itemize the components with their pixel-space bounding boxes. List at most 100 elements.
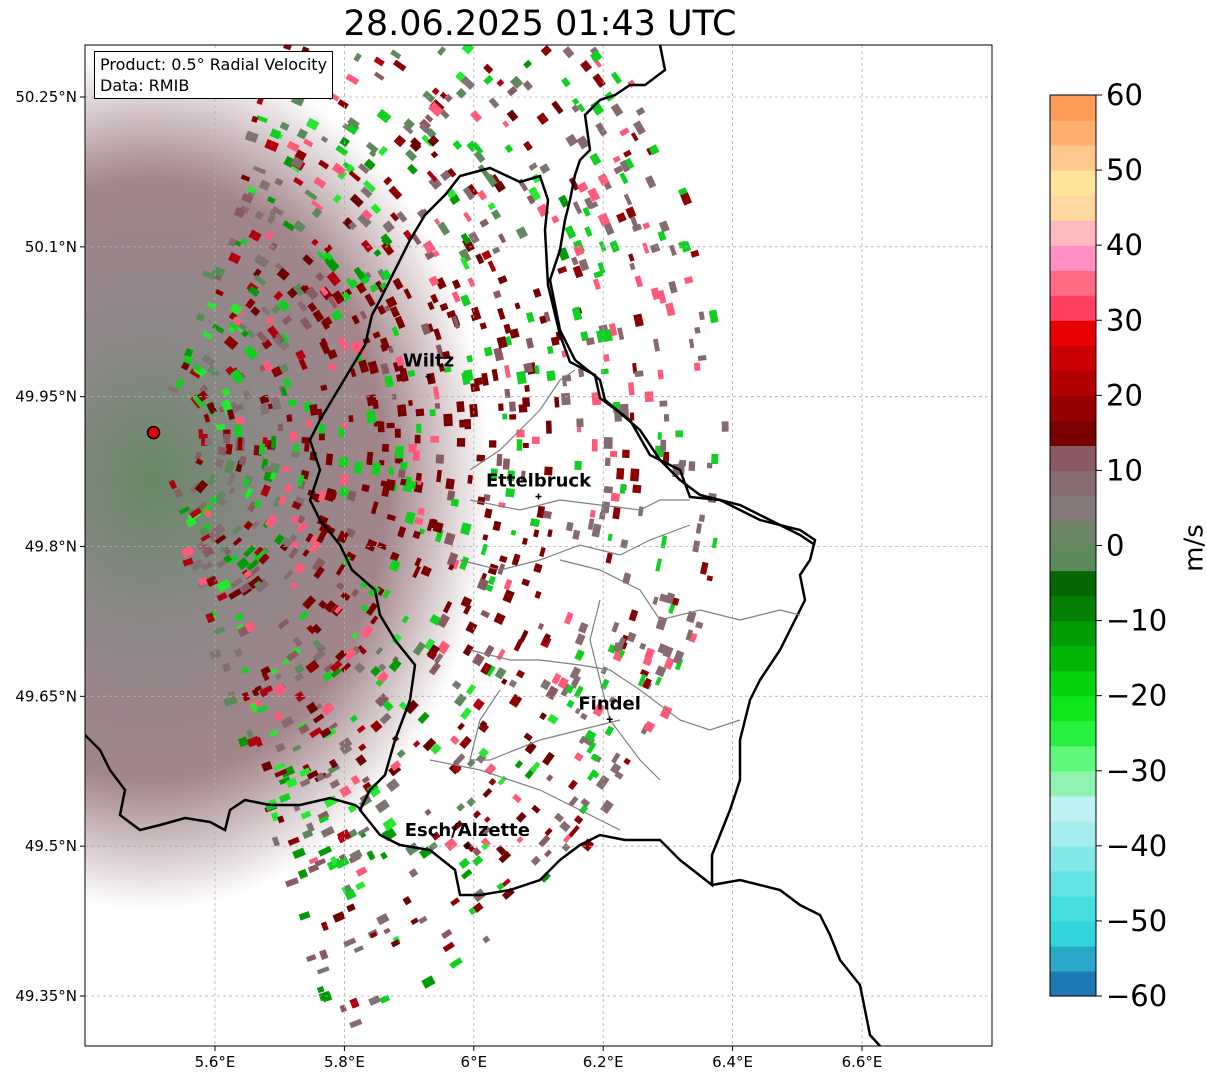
radar-pixel bbox=[336, 530, 349, 544]
radar-pixel bbox=[396, 404, 407, 417]
radar-pixel bbox=[493, 347, 505, 362]
radar-pixel-layer bbox=[167, 45, 729, 1029]
info-box: Product: 0.5° Radial Velocity Data: RMIB bbox=[94, 51, 334, 99]
radar-pixel bbox=[261, 761, 273, 772]
radar-pixel bbox=[617, 327, 625, 341]
radar-pixel bbox=[504, 364, 511, 378]
radar-pixel bbox=[299, 778, 311, 788]
city-marker bbox=[535, 493, 542, 500]
radar-pixel bbox=[600, 368, 609, 375]
radar-pixel bbox=[546, 345, 554, 355]
radar-pixel bbox=[361, 209, 373, 221]
radar-pixel bbox=[294, 672, 305, 682]
colorbar-swatches bbox=[1050, 95, 1096, 997]
radar-pixel bbox=[611, 621, 620, 633]
colorbar-swatch bbox=[1050, 870, 1096, 897]
radar-pixel bbox=[358, 743, 367, 752]
radar-pixel bbox=[455, 87, 467, 99]
colorbar-tick-label: 40 bbox=[1106, 228, 1143, 262]
radar-pixel bbox=[506, 85, 518, 97]
radar-pixel bbox=[665, 592, 676, 605]
radar-pixel bbox=[502, 413, 508, 420]
radar-pixel bbox=[248, 575, 263, 590]
radar-pixel bbox=[487, 575, 496, 586]
radar-pixel bbox=[265, 315, 275, 325]
radar-pixel bbox=[313, 566, 325, 580]
radar-pixel bbox=[299, 316, 313, 331]
radar-pixel bbox=[373, 249, 382, 257]
radar-pixel bbox=[204, 437, 213, 446]
radar-pixel bbox=[686, 610, 697, 624]
radar-pixel bbox=[562, 46, 575, 59]
radar-pixel bbox=[359, 580, 369, 589]
radar-pixel bbox=[683, 275, 694, 285]
radar-pixel bbox=[311, 557, 326, 573]
radar-pixel bbox=[285, 777, 298, 789]
colorbar-swatch bbox=[1050, 470, 1096, 497]
radar-pixel bbox=[335, 144, 349, 157]
radar-pixel bbox=[494, 667, 507, 680]
radar-pixel bbox=[603, 222, 615, 236]
radar-pixel bbox=[350, 368, 357, 378]
radar-pixel bbox=[335, 649, 347, 662]
radar-pixel bbox=[270, 396, 282, 411]
radar-pixel bbox=[557, 266, 568, 275]
radar-pixel bbox=[308, 856, 319, 865]
radar-pixel bbox=[534, 365, 540, 375]
radar-pixel bbox=[483, 494, 491, 502]
radar-pixel bbox=[316, 529, 328, 544]
radar-pixel bbox=[400, 478, 407, 486]
radar-pixel bbox=[560, 392, 571, 406]
radar-pixel bbox=[623, 157, 635, 170]
radar-pixel bbox=[320, 825, 335, 838]
radar-pixel bbox=[561, 843, 571, 852]
radar-pixel bbox=[235, 415, 245, 425]
radar-pixel bbox=[487, 260, 497, 273]
radar-pixel bbox=[240, 174, 251, 182]
radar-pixel bbox=[590, 100, 605, 116]
radar-pixel bbox=[382, 817, 397, 832]
radar-pixel bbox=[578, 804, 589, 815]
radar-pixel bbox=[446, 490, 456, 502]
city-marker bbox=[464, 843, 471, 850]
radar-pixel bbox=[438, 363, 445, 372]
radar-pixel bbox=[572, 201, 583, 215]
radar-pixel bbox=[415, 408, 425, 417]
radar-pixel bbox=[329, 491, 338, 501]
radar-pixel bbox=[537, 622, 545, 630]
radar-pixel bbox=[600, 678, 610, 690]
radar-pixel bbox=[574, 460, 582, 471]
radar-pixel bbox=[274, 768, 288, 778]
radar-pixel bbox=[551, 215, 560, 224]
radar-pixel bbox=[568, 796, 579, 807]
radar-pixel bbox=[346, 122, 360, 136]
radar-pixel bbox=[418, 915, 428, 925]
radar-pixel bbox=[271, 304, 281, 315]
city-marker bbox=[425, 373, 432, 380]
city-markers: Wiltz Ettelbruck Findel Esch/Alzette bbox=[403, 351, 641, 850]
radar-pixel bbox=[349, 997, 360, 1009]
radar-pixel bbox=[390, 939, 401, 948]
radar-pixel bbox=[350, 774, 361, 786]
radar-pixel bbox=[351, 632, 359, 640]
radar-pixel bbox=[444, 837, 458, 852]
radar-pixel bbox=[221, 662, 232, 673]
radar-pixel bbox=[476, 577, 489, 591]
radar-pixel bbox=[390, 633, 402, 645]
radar-pixel bbox=[380, 363, 390, 375]
radar-pixel bbox=[348, 170, 361, 182]
radar-pixel bbox=[388, 658, 402, 673]
radar-pixel bbox=[531, 804, 541, 814]
radar-pixel bbox=[411, 233, 422, 246]
radar-pixel bbox=[480, 543, 488, 556]
radar-pixel bbox=[348, 221, 357, 231]
radar-pixel bbox=[571, 97, 580, 106]
radar-pixel bbox=[592, 73, 606, 89]
radar-pixel bbox=[540, 45, 552, 57]
radar-pixel bbox=[206, 575, 218, 587]
radar-pixel bbox=[292, 744, 302, 753]
colorbar-swatch bbox=[1050, 270, 1096, 296]
radar-pixel bbox=[296, 515, 306, 524]
radar-pixel bbox=[345, 551, 357, 562]
radar-pixel bbox=[353, 461, 363, 474]
